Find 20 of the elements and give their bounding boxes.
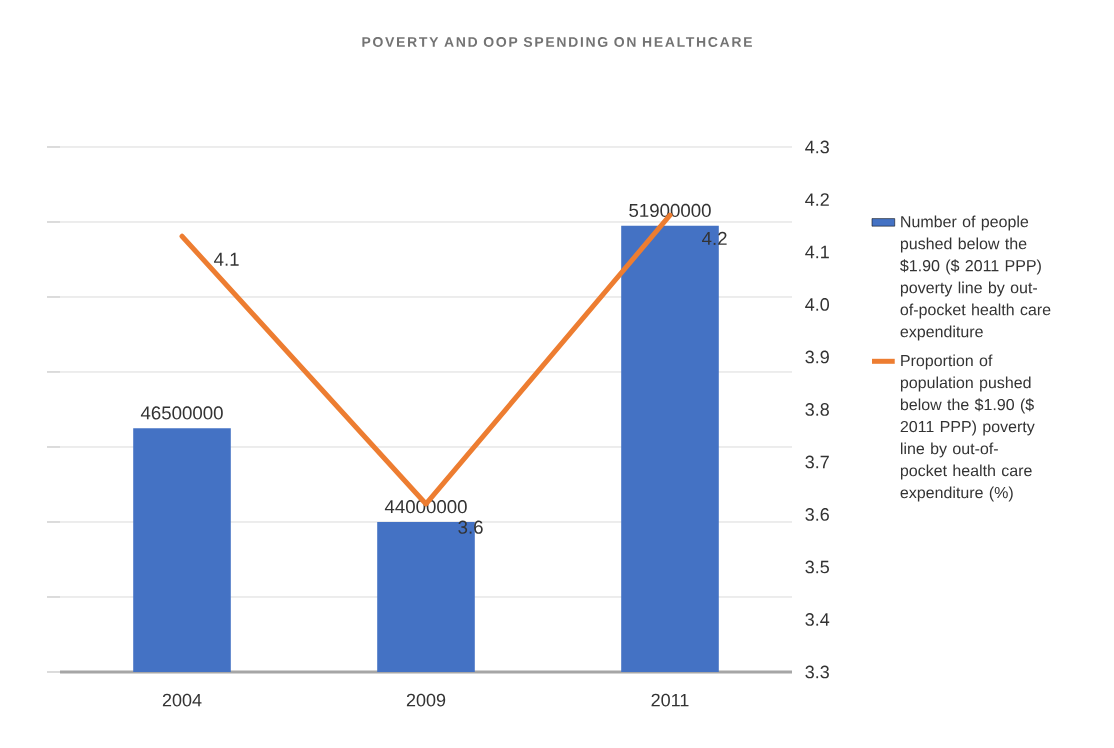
- chart-title: POVERTY AND OOP SPENDING ON HEALTHCARE: [362, 37, 752, 47]
- x-tick-label: 2009: [406, 693, 446, 707]
- data-label: 51900000: [629, 203, 711, 218]
- y2-tick-label: 3.6: [805, 508, 829, 521]
- y2-tick-label: 3.8: [805, 403, 829, 416]
- y2-tick-label: 3.5: [805, 560, 829, 574]
- y2-tick-label: 4.2: [805, 193, 829, 206]
- y2-tick-label: 3.4: [805, 613, 830, 626]
- x-tick-label: 2011: [651, 693, 689, 707]
- legend-label: Number of people pushed below the $1.90 ($ 2011 PPP) poverty line by out-of-pocket health care expenditure: [900, 215, 1051, 341]
- x-tick-label: 2004: [162, 693, 202, 707]
- legend-label: Proportion of population pushed below the $1.90 ($ 2011 PPP) poverty line by out-of-pocket health care expenditure (%): [900, 354, 1035, 502]
- data-label: 4.1: [214, 252, 239, 266]
- y2-tick-label: 4.0: [805, 298, 830, 311]
- y2-tick-label: 3.3: [805, 665, 829, 679]
- y2-tick-label: 3.7: [805, 455, 829, 469]
- y2-tick-label: 3.9: [805, 350, 829, 364]
- y2-tick-label: 4.1: [805, 245, 829, 259]
- y2-tick-label: 4.3: [805, 140, 829, 154]
- data-label: 46500000: [140, 406, 223, 420]
